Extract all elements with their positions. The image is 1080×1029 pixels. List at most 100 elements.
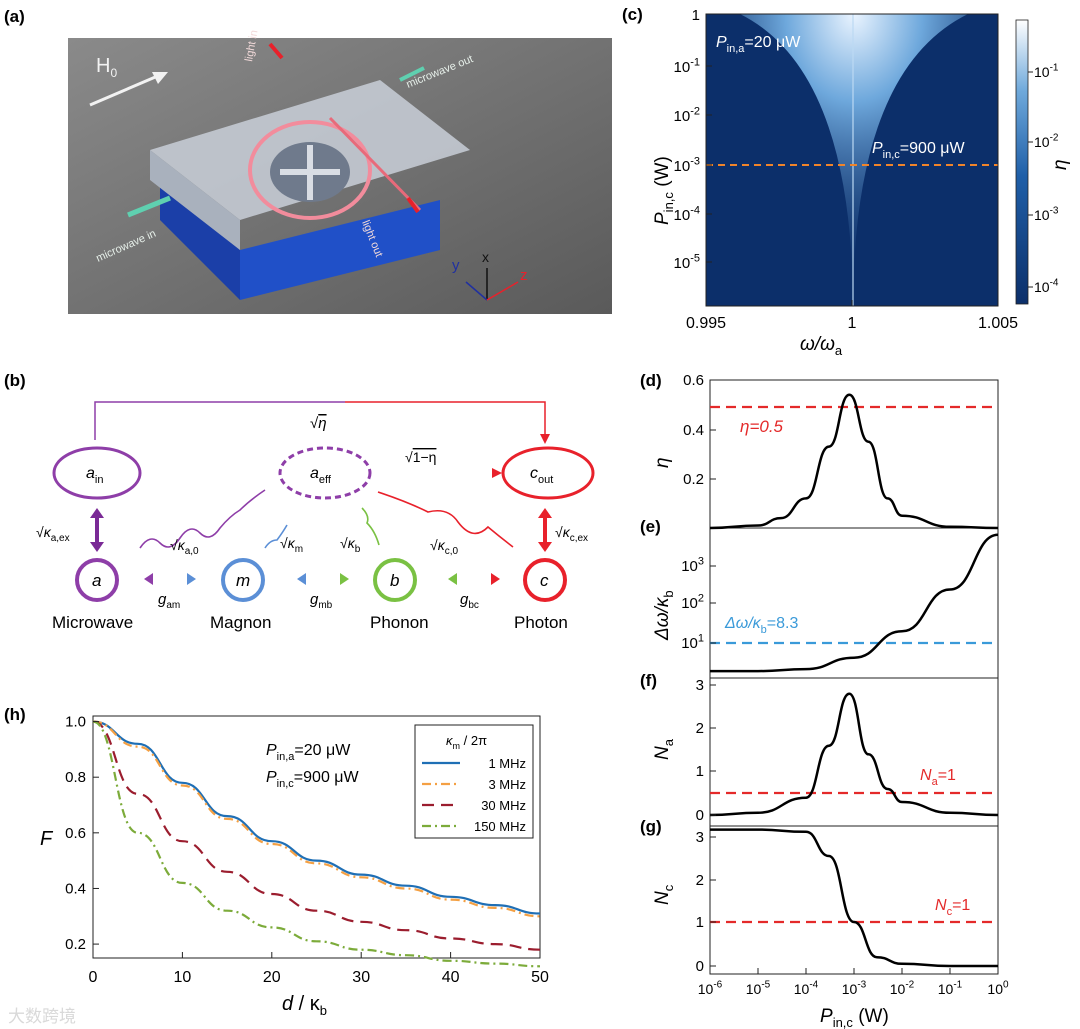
f-ytick-label: 2	[696, 720, 704, 737]
g-am-head-left	[144, 573, 153, 585]
g-nc-curve	[710, 828, 998, 968]
colorbar-tick-label: 10-3	[1034, 206, 1059, 223]
h-ytick-label: 0.6	[65, 825, 86, 842]
kappa-m-label: √κm	[280, 535, 303, 555]
panel-c-xlabel: ω/ωa	[800, 334, 843, 358]
node-a-in-label: ain	[86, 465, 103, 486]
g-ylabel: Nc	[652, 884, 676, 905]
f-ytick-label: 1	[696, 763, 704, 780]
h-series-line	[92, 720, 541, 918]
h-xlabel: d / κb	[282, 993, 327, 1018]
e-y-ticks: 103 102 101	[681, 555, 716, 652]
axis-x-label: x	[482, 249, 489, 265]
microwave-out-arrow	[399, 66, 425, 82]
axis-y-arrow	[465, 281, 488, 301]
heatmap-cone	[740, 14, 968, 306]
sqrt-eta-path-left	[94, 401, 345, 440]
defg-xtick-label: 10-5	[746, 980, 771, 997]
g-ytick-label: 2	[696, 872, 704, 889]
panel-f-label: (f)	[640, 671, 657, 690]
defg-xtick-label: 10-1	[938, 980, 963, 997]
c-ytick-label: 10-1	[674, 56, 700, 76]
f-threshold-label: Na=1	[920, 767, 956, 788]
sqrt-eta-path-right	[345, 401, 546, 440]
kappa-m-wavy	[264, 524, 288, 549]
kappa-c0-wavy	[377, 491, 514, 548]
axis-z-label: z	[520, 267, 528, 284]
d-eta-threshold-label: η=0.5	[740, 417, 784, 436]
h-ytick-label: 0.4	[65, 880, 86, 897]
h-curves	[92, 720, 541, 968]
sqrt-eta-arrowhead	[540, 434, 550, 444]
h-frame	[92, 715, 541, 959]
h-series-line	[92, 720, 541, 968]
sqrt-1-eta-label: √1−η	[405, 449, 436, 465]
d-ytick-label: 0.6	[683, 372, 704, 389]
c-ytick-label: 10-4	[674, 204, 700, 224]
annot-pina: Pin,a=20 μW	[716, 34, 801, 55]
defg-xtick-label: 10-4	[794, 980, 819, 997]
h-annot-pinc: Pin,c=900 μW	[266, 769, 360, 790]
kappa-a-ex-label: √κa,ex	[36, 524, 70, 544]
light-out-arrow	[406, 196, 420, 214]
mode-b-caption: Phonon	[370, 613, 429, 632]
d-ytick-label: 0.2	[683, 471, 704, 488]
panel-b: (b) √η ain aeff cout √1−η √κa,ex √κc,ex …	[4, 371, 595, 632]
e-ytick-label: 102	[681, 592, 704, 612]
mode-a-symbol: a	[92, 571, 101, 590]
node-c-out	[501, 446, 595, 500]
panel-h: (h) 1.0 0.8 0.6 0.4 0.2 0 10 20 30 40 50 Pin,a=20…	[4, 705, 549, 1018]
mode-m-symbol: m	[236, 571, 250, 590]
sqrt-1-eta-arrowhead	[492, 468, 502, 478]
h-series-line	[92, 720, 541, 915]
kappa-a0-wavy	[139, 489, 266, 549]
c-ytick-label: 10-3	[674, 155, 700, 175]
f-ytick-label: 3	[696, 677, 704, 694]
panel-d-label: (d)	[640, 371, 662, 390]
kappa-a-ex-head-up	[90, 508, 104, 518]
colorbar	[1015, 19, 1029, 305]
d-y-ticks: 0.6 0.4 0.2	[683, 372, 716, 488]
panel-c: (c) Pin,a=20 μW Pin,c=900 μW 110-110-210…	[622, 5, 1071, 358]
panel-c-x-ticks: 0.995 1 1.005	[686, 300, 1018, 332]
light-in-arrow	[268, 42, 284, 60]
h-y-ticks: 1.0 0.8 0.6 0.4 0.2	[65, 714, 99, 953]
panel-c-label: (c)	[622, 5, 643, 24]
d-eta-curve	[709, 393, 999, 530]
h0-arrow-line	[89, 73, 161, 107]
watermark: 大数跨境	[8, 1007, 76, 1026]
e-detuning-curve	[710, 533, 999, 673]
kappa-a0-label: √κa,0	[170, 537, 199, 557]
g-ytick-label: 0	[696, 958, 704, 975]
e-ytick-label: 103	[681, 555, 704, 575]
c-ytick-label: 10-5	[674, 252, 700, 272]
h-ytick-label: 1.0	[65, 714, 86, 731]
panel-h-label: (h)	[4, 705, 26, 724]
colorbar-tick-label: 10-1	[1034, 63, 1059, 80]
h-xtick-label: 30	[352, 969, 370, 986]
mode-a-circle	[75, 558, 119, 602]
mode-a-caption: Microwave	[52, 613, 133, 632]
colorbar-tick-label: 10-2	[1034, 133, 1059, 150]
e-ylabel: Δω/κb	[652, 590, 676, 641]
h-xtick-label: 10	[174, 969, 192, 986]
kappa-b-label: √κb	[340, 535, 361, 555]
h-x-ticks: 0 10 20 30 40 50	[89, 952, 549, 986]
g-am-label: gam	[158, 591, 180, 611]
kappa-c-ex-head-up	[538, 508, 552, 518]
kappa-a-ex-head-down	[90, 542, 104, 552]
h-legend-label: 150 MHz	[474, 819, 526, 834]
light-in-label: light in	[243, 29, 260, 62]
c-xtick-label: 0.995	[686, 315, 726, 332]
panel-a: (a) H0 light in microwave out microwave …	[4, 7, 612, 314]
h-legend-label: 3 MHz	[488, 777, 526, 792]
panels-d-to-g: (d) (e) (f) (g) η=0.5 0.6 0.4 0.2 η Δω/κb=…	[640, 371, 1009, 1029]
h-xtick-label: 50	[531, 969, 549, 986]
device-base-front	[240, 200, 440, 300]
defg-xtick-label: 10-6	[698, 980, 723, 997]
h-series-line	[92, 720, 541, 951]
mode-c-symbol: c	[540, 571, 549, 590]
h-ylabel: F	[40, 828, 54, 850]
h0-label: H0	[96, 55, 117, 80]
g-mb-head-right	[340, 573, 349, 585]
